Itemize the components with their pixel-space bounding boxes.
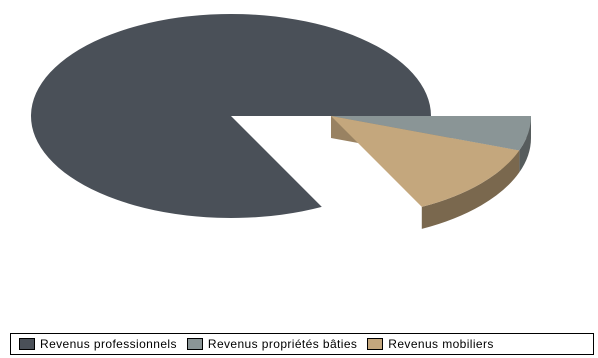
legend-label: Revenus mobiliers [388, 337, 494, 351]
pie-slice-wall-revenus-proprietes-baties [519, 116, 531, 173]
legend-item-revenus-professionnels: Revenus professionnels [19, 337, 177, 351]
legend-item-revenus-proprietes-baties: Revenus propriétés bâties [186, 337, 358, 351]
legend-label: Revenus propriétés bâties [207, 337, 358, 351]
pie-slice-revenus-proprietes-baties [331, 116, 531, 151]
legend: Revenus professionnels Revenus propriété… [10, 333, 594, 355]
legend-swatch [367, 338, 384, 350]
legend-swatch [19, 338, 35, 350]
pie-chart [30, 13, 531, 229]
pie-slice-revenus-mobiliers [331, 116, 520, 207]
pie-tops [30, 13, 531, 219]
legend-swatch [186, 338, 203, 350]
legend-label: Revenus professionnels [40, 337, 177, 351]
pie-slice-revenus-professionnels [30, 13, 431, 219]
pie-slice-wall-revenus-mobiliers [421, 150, 520, 229]
legend-item-revenus-mobiliers: Revenus mobiliers [367, 337, 494, 351]
